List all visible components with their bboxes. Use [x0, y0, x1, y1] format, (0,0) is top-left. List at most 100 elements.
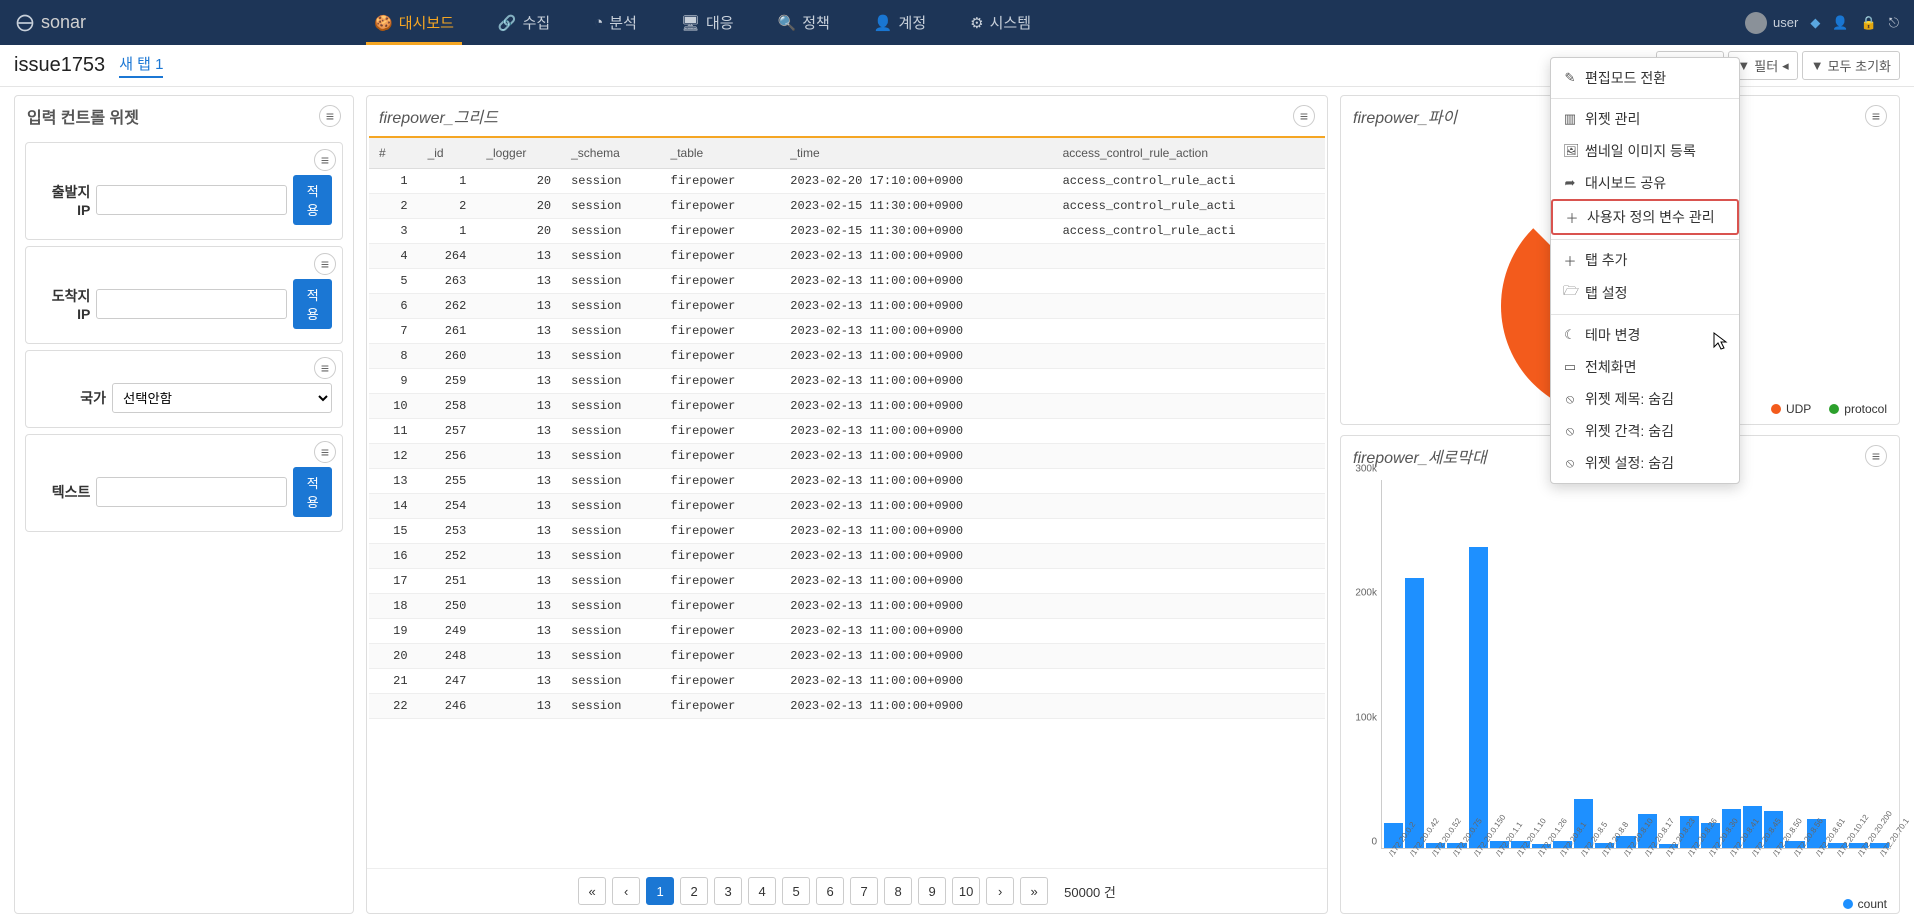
monitor-icon: 🖥	[681, 14, 700, 32]
column-header[interactable]: _id	[418, 138, 477, 169]
legend-item[interactable]: protocol	[1829, 402, 1887, 416]
table-row[interactable]: 726113sessionfirepower2023-02-13 11:00:0…	[369, 319, 1325, 344]
page-button[interactable]: 10	[952, 877, 980, 905]
table-row[interactable]: 1425413sessionfirepower2023-02-13 11:00:…	[369, 494, 1325, 519]
column-header[interactable]: _time	[780, 138, 1052, 169]
dropdown-item-icon: 🗁	[1563, 282, 1577, 304]
dropdown-item[interactable]: ☾테마 변경	[1551, 319, 1739, 351]
page-button[interactable]: ‹	[612, 877, 640, 905]
table-row[interactable]: 1924913sessionfirepower2023-02-13 11:00:…	[369, 619, 1325, 644]
page-button[interactable]: 2	[680, 877, 708, 905]
country-select[interactable]: 선택안함	[112, 383, 332, 413]
table-row[interactable]: 426413sessionfirepower2023-02-13 11:00:0…	[369, 244, 1325, 269]
lock-icon[interactable]: 🔒	[1861, 15, 1877, 31]
page-button[interactable]: 3	[714, 877, 742, 905]
user-icon[interactable]: 👤	[1832, 15, 1848, 31]
page-button[interactable]: 8	[884, 877, 912, 905]
dropdown-item[interactable]: ⦸위젯 제목: 숨김	[1551, 383, 1739, 415]
dropdown-item[interactable]: 🖼썸네일 이미지 등록	[1551, 135, 1739, 167]
nav-gear[interactable]: ⚙시스템	[962, 0, 1039, 45]
apply-button[interactable]: 적용	[293, 279, 332, 329]
table-row[interactable]: 1025813sessionfirepower2023-02-13 11:00:…	[369, 394, 1325, 419]
table-row[interactable]: 526313sessionfirepower2023-02-13 11:00:0…	[369, 269, 1325, 294]
page-button[interactable]: 4	[748, 877, 776, 905]
dropdown-item[interactable]: ▥위젯 관리	[1551, 103, 1739, 135]
logout-icon[interactable]: ⎋	[1889, 15, 1899, 31]
tag-icon[interactable]: ◆	[1810, 15, 1820, 31]
panel-menu-icon[interactable]: ≡	[319, 105, 341, 127]
page-button[interactable]: 7	[850, 877, 878, 905]
page-button[interactable]: ›	[986, 877, 1014, 905]
left-panel-title: 입력 컨트롤 위젯	[27, 104, 139, 128]
bar-legend-label: count	[1858, 897, 1887, 911]
panel-menu-icon[interactable]: ≡	[314, 357, 336, 379]
dropdown-item-icon: ⦸	[1563, 455, 1577, 471]
panel-menu-icon[interactable]: ≡	[1865, 445, 1887, 467]
table-row[interactable]: 1825013sessionfirepower2023-02-13 11:00:…	[369, 594, 1325, 619]
panel-menu-icon[interactable]: ≡	[314, 441, 336, 463]
table-row[interactable]: 925913sessionfirepower2023-02-13 11:00:0…	[369, 369, 1325, 394]
column-header[interactable]: _table	[661, 138, 781, 169]
dropdown-item[interactable]: ＋탭 추가	[1551, 244, 1739, 276]
table-row[interactable]: 2220sessionfirepower2023-02-15 11:30:00+…	[369, 194, 1325, 219]
nav-pie[interactable]: ◔분석	[586, 0, 645, 45]
gear-icon: ⚙	[970, 14, 983, 32]
control-input[interactable]	[96, 185, 287, 215]
nav-user[interactable]: 👤계정	[866, 0, 934, 45]
control-input[interactable]	[96, 289, 287, 319]
page-button[interactable]: 1	[646, 877, 674, 905]
table-row[interactable]: 2124713sessionfirepower2023-02-13 11:00:…	[369, 669, 1325, 694]
table-row[interactable]: 2024813sessionfirepower2023-02-13 11:00:…	[369, 644, 1325, 669]
dropdown-item[interactable]: ⦸위젯 간격: 숨김	[1551, 415, 1739, 447]
dropdown-item[interactable]: ＋사용자 정의 변수 관리	[1551, 199, 1739, 235]
control-card: ≡ 출발지 IP 적용	[25, 142, 343, 240]
apply-button[interactable]: 적용	[293, 467, 332, 517]
dropdown-item-icon: ＋	[1565, 208, 1579, 227]
table-row[interactable]: 1725113sessionfirepower2023-02-13 11:00:…	[369, 569, 1325, 594]
column-header[interactable]: _logger	[476, 138, 561, 169]
bar[interactable]	[1405, 578, 1424, 848]
table-row[interactable]: 1125713sessionfirepower2023-02-13 11:00:…	[369, 419, 1325, 444]
bar[interactable]	[1469, 547, 1488, 848]
table-row[interactable]: 2224613sessionfirepower2023-02-13 11:00:…	[369, 694, 1325, 719]
dropdown-item[interactable]: ▭전체화면	[1551, 351, 1739, 383]
table-row[interactable]: 826013sessionfirepower2023-02-13 11:00:0…	[369, 344, 1325, 369]
page-button[interactable]: 9	[918, 877, 946, 905]
nav-monitor[interactable]: 🖥대응	[673, 0, 742, 45]
nav-search[interactable]: 🔍정책	[770, 0, 838, 45]
dropdown-item[interactable]: 🗁탭 설정	[1551, 276, 1739, 310]
dropdown-item[interactable]: ⦸위젯 설정: 숨김	[1551, 447, 1739, 479]
dropdown-item[interactable]: ➦대시보드 공유	[1551, 167, 1739, 199]
table-row[interactable]: 3120sessionfirepower2023-02-15 11:30:00+…	[369, 219, 1325, 244]
user-chip[interactable]: user	[1745, 12, 1798, 34]
panel-menu-icon[interactable]: ≡	[314, 149, 336, 171]
column-header[interactable]: #	[369, 138, 418, 169]
page-button[interactable]: «	[578, 877, 606, 905]
control-label: 출발지 IP	[36, 182, 90, 218]
page-button[interactable]: 6	[816, 877, 844, 905]
tab-new[interactable]: 새 탭 1	[119, 53, 163, 78]
nav-dashboard[interactable]: 🍪대시보드	[366, 0, 462, 45]
table-row[interactable]: 1325513sessionfirepower2023-02-13 11:00:…	[369, 469, 1325, 494]
page-button[interactable]: »	[1020, 877, 1048, 905]
column-header[interactable]: _schema	[561, 138, 660, 169]
panel-menu-icon[interactable]: ≡	[1293, 105, 1315, 127]
reset-button[interactable]: ▼모두 초기화	[1802, 51, 1900, 80]
dropdown-item-icon: ⦸	[1563, 423, 1577, 439]
nav-share[interactable]: 🔗수집	[490, 0, 558, 45]
pie-title: firepower_파이	[1353, 104, 1457, 128]
table-row[interactable]: 1225613sessionfirepower2023-02-13 11:00:…	[369, 444, 1325, 469]
table-row[interactable]: 1525313sessionfirepower2023-02-13 11:00:…	[369, 519, 1325, 544]
table-row[interactable]: 1625213sessionfirepower2023-02-13 11:00:…	[369, 544, 1325, 569]
legend-item[interactable]: UDP	[1771, 402, 1811, 416]
brand-logo[interactable]: sonar	[15, 12, 86, 33]
panel-menu-icon[interactable]: ≡	[314, 253, 336, 275]
page-button[interactable]: 5	[782, 877, 810, 905]
apply-button[interactable]: 적용	[293, 175, 332, 225]
dropdown-item[interactable]: ✎편집모드 전환	[1551, 62, 1739, 94]
control-input[interactable]	[96, 477, 287, 507]
panel-menu-icon[interactable]: ≡	[1865, 105, 1887, 127]
table-row[interactable]: 626213sessionfirepower2023-02-13 11:00:0…	[369, 294, 1325, 319]
column-header[interactable]: access_control_rule_action	[1053, 138, 1325, 169]
table-row[interactable]: 1120sessionfirepower2023-02-20 17:10:00+…	[369, 169, 1325, 194]
